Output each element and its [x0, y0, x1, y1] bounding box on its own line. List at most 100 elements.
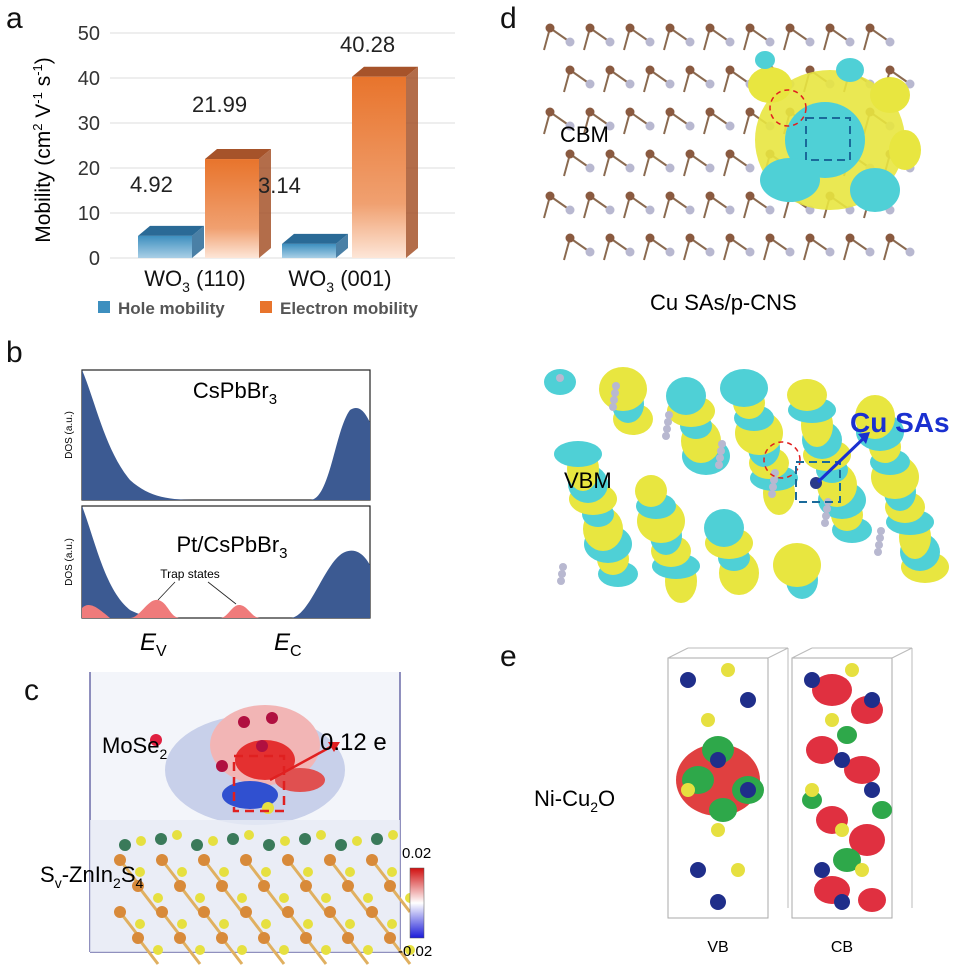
bar-side: [259, 149, 271, 258]
trap-states-curve: [82, 599, 260, 618]
c-atom: [885, 65, 895, 75]
s-atom: [195, 945, 205, 955]
surface-s-atom: [172, 830, 182, 840]
s-atom: [405, 945, 415, 955]
dos-bottom-ylabel: DOS (a.u.): [64, 538, 75, 586]
c-atom: [565, 233, 575, 243]
n-atom: [718, 440, 726, 448]
orbital-lobe: [802, 791, 822, 809]
dos-top-ylabel: DOS (a.u.): [64, 411, 75, 459]
s-atom: [195, 893, 205, 903]
mobility-bar-chart: 0 10 20 30 40 50 Mobility (cm2 V-1 s-1) 4.92 2…: [30, 23, 455, 318]
n-atom: [663, 425, 671, 433]
orbital-lobe: [702, 736, 734, 764]
c-atom: [645, 65, 655, 75]
s-atom: [387, 867, 397, 877]
surface-atom: [299, 833, 311, 845]
atom: [835, 823, 849, 837]
n-atom: [556, 374, 564, 382]
c-atom: [705, 107, 715, 117]
n-atom: [585, 79, 595, 89]
surface-s-atom: [244, 830, 254, 840]
n-atom: [605, 205, 615, 215]
scale-max-label: 0.02: [402, 845, 431, 862]
zn-atom: [366, 906, 378, 918]
n-atom: [717, 447, 725, 455]
zn-atom: [198, 906, 210, 918]
dos-plots: CsPbBr3 DOS (a.u.) Ev Ec Pt/CsPbBr3 Trap…: [64, 369, 371, 660]
atom: [690, 862, 706, 878]
atom: [681, 783, 695, 797]
c-atom: [685, 65, 695, 75]
surface-atom: [155, 833, 167, 845]
atom: [805, 783, 819, 797]
n-atom: [645, 121, 655, 131]
c-atom: [745, 23, 755, 33]
bar-side: [192, 225, 204, 258]
n-atom: [685, 205, 695, 215]
atom: [711, 823, 725, 837]
zn-atom: [366, 854, 378, 866]
s-atom: [321, 893, 331, 903]
s-atom: [279, 893, 289, 903]
cell-edge: [667, 647, 689, 659]
n-atom: [785, 247, 795, 257]
n-atom: [645, 37, 655, 47]
s-atom: [177, 867, 187, 877]
n-atom: [625, 247, 635, 257]
s-atom: [345, 867, 355, 877]
orbital-lobe: [709, 798, 737, 822]
n-atom: [664, 418, 672, 426]
cb-cell: [791, 647, 913, 919]
chart-legend: Hole mobility Electron mobility: [98, 299, 418, 318]
c-atom: [645, 233, 655, 243]
y-tick-label: 0: [89, 248, 100, 270]
c-atom: [765, 233, 775, 243]
c-atom: [585, 191, 595, 201]
legend-swatch-electron: [260, 301, 272, 313]
trap-states-label: Trap states: [160, 567, 220, 581]
orbital-lobe: [872, 801, 892, 819]
n-atom: [874, 548, 882, 556]
atom: [845, 663, 859, 677]
bar-top: [282, 233, 348, 244]
atom: [825, 713, 839, 727]
surface-s-atom: [136, 836, 146, 846]
mo-atom: [266, 712, 278, 724]
orbital-lobe: [666, 377, 706, 415]
c-atom: [605, 65, 615, 75]
zn-atom: [240, 854, 252, 866]
zn-atom: [384, 932, 396, 944]
ni-cu2o-orbitals: Ni-Cu2O VB CB: [534, 647, 913, 956]
c-atom: [605, 233, 615, 243]
atom: [731, 863, 745, 877]
n-atom: [625, 79, 635, 89]
orbital-lobe: [787, 379, 827, 411]
zn-atom: [342, 932, 354, 944]
cell-edge: [791, 647, 813, 659]
panel-letter-c: c: [24, 674, 39, 707]
n-atom: [769, 483, 777, 491]
cu-arrow: [816, 434, 868, 484]
atom: [834, 752, 850, 768]
s-atom: [219, 919, 229, 929]
s-atom: [261, 867, 271, 877]
atom: [680, 672, 696, 688]
n-atom: [823, 505, 831, 513]
zn-atom: [114, 906, 126, 918]
atom: [864, 692, 880, 708]
mose2-marker: [150, 734, 162, 746]
zn-atom: [132, 932, 144, 944]
n-atom: [745, 163, 755, 173]
y-tick-label: 40: [78, 68, 100, 90]
y-tick-label: 30: [78, 113, 100, 135]
c-atom: [725, 149, 735, 159]
zn-atom: [156, 906, 168, 918]
zn-atom: [216, 932, 228, 944]
orbital-lobe: [855, 395, 895, 439]
c-atom: [685, 149, 695, 159]
c-atom: [865, 23, 875, 33]
surface-atom: [335, 839, 347, 851]
zn-atom: [156, 854, 168, 866]
cbm-orbitals: [748, 51, 921, 212]
